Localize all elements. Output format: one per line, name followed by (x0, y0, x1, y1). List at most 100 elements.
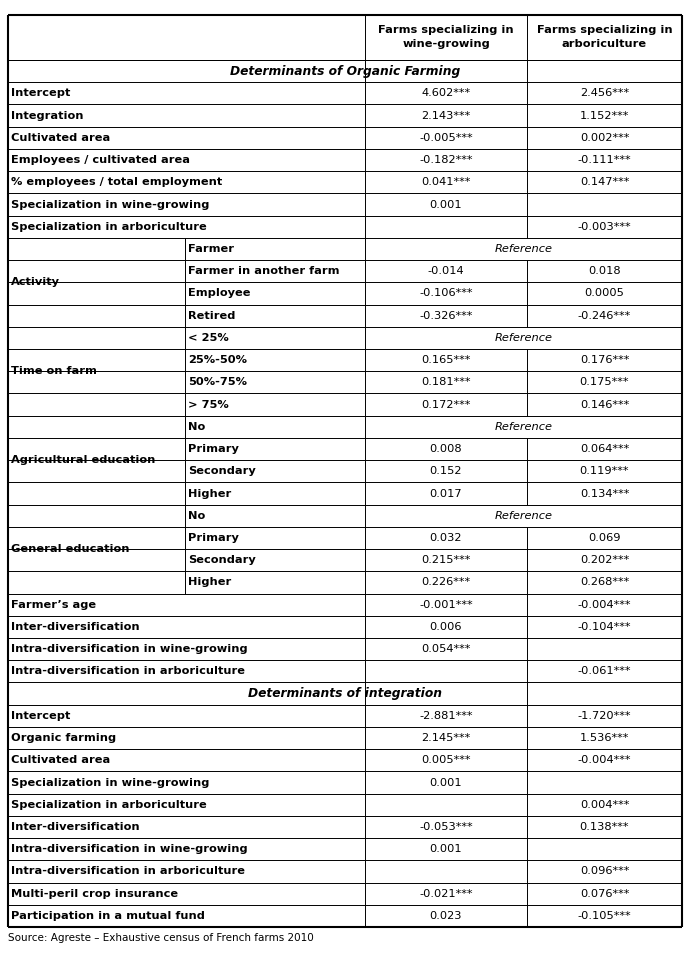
Text: 1.536***: 1.536*** (580, 733, 629, 743)
Text: Determinants of integration: Determinants of integration (248, 687, 442, 700)
Text: 25%-50%: 25%-50% (188, 355, 247, 365)
Text: -0.106***: -0.106*** (420, 288, 473, 298)
Text: < 25%: < 25% (188, 333, 229, 343)
Text: -0.014: -0.014 (428, 266, 464, 276)
Text: 0.096***: 0.096*** (580, 866, 629, 877)
Text: Farms specializing in: Farms specializing in (537, 26, 672, 35)
Text: 0.023: 0.023 (430, 911, 462, 921)
Text: Retired: Retired (188, 310, 235, 321)
Text: 0.134***: 0.134*** (580, 489, 629, 499)
Text: Inter-diversification: Inter-diversification (11, 822, 139, 832)
Text: Activity: Activity (11, 277, 60, 287)
Text: Intra-diversification in arboriculture: Intra-diversification in arboriculture (11, 866, 245, 877)
Text: Intra-diversification in wine-growing: Intra-diversification in wine-growing (11, 844, 248, 854)
Text: 0.032: 0.032 (430, 533, 462, 543)
Text: Intercept: Intercept (11, 711, 70, 721)
Text: Intercept: Intercept (11, 89, 70, 98)
Text: 0.076***: 0.076*** (580, 889, 629, 899)
Text: 0.226***: 0.226*** (422, 578, 471, 587)
Text: 0.064***: 0.064*** (580, 444, 629, 454)
Text: Higher: Higher (188, 578, 231, 587)
Text: -0.053***: -0.053*** (420, 822, 473, 832)
Text: 0.054***: 0.054*** (422, 644, 471, 654)
Text: arboriculture: arboriculture (562, 39, 647, 50)
Text: wine-growing: wine-growing (402, 39, 490, 50)
Text: Farmer: Farmer (188, 244, 234, 254)
Text: -0.003***: -0.003*** (578, 222, 631, 232)
Text: 0.215***: 0.215*** (422, 555, 471, 565)
Text: 0.002***: 0.002*** (580, 133, 629, 143)
Text: 2.145***: 2.145*** (422, 733, 471, 743)
Text: Source: Agreste – Exhaustive census of French farms 2010: Source: Agreste – Exhaustive census of F… (8, 933, 314, 943)
Text: 0.0005: 0.0005 (584, 288, 624, 298)
Text: % employees / total employment: % employees / total employment (11, 178, 222, 187)
Text: Employee: Employee (188, 288, 250, 298)
Text: Reference: Reference (495, 333, 553, 343)
Text: Participation in a mutual fund: Participation in a mutual fund (11, 911, 205, 921)
Text: Reference: Reference (495, 422, 553, 432)
Text: 0.008: 0.008 (430, 444, 462, 454)
Text: 0.268***: 0.268*** (580, 578, 629, 587)
Text: Reference: Reference (495, 244, 553, 254)
Text: General education: General education (11, 544, 130, 554)
Text: -0.246***: -0.246*** (578, 310, 631, 321)
Text: 0.001: 0.001 (430, 200, 462, 209)
Text: -0.005***: -0.005*** (420, 133, 473, 143)
Text: No: No (188, 511, 205, 520)
Text: 0.181***: 0.181*** (422, 377, 471, 388)
Text: 0.069: 0.069 (589, 533, 621, 543)
Text: Inter-diversification: Inter-diversification (11, 622, 139, 632)
Text: Higher: Higher (188, 489, 231, 499)
Text: 0.018: 0.018 (588, 266, 621, 276)
Text: Multi-peril crop insurance: Multi-peril crop insurance (11, 889, 178, 899)
Text: Specialization in arboriculture: Specialization in arboriculture (11, 222, 207, 232)
Text: -0.004***: -0.004*** (578, 600, 631, 609)
Text: Farmer in another farm: Farmer in another farm (188, 266, 339, 276)
Text: Primary: Primary (188, 533, 239, 543)
Text: 0.005***: 0.005*** (422, 755, 471, 765)
Text: 0.165***: 0.165*** (422, 355, 471, 365)
Text: -0.182***: -0.182*** (420, 155, 473, 165)
Text: Specialization in wine-growing: Specialization in wine-growing (11, 777, 209, 788)
Text: 0.152: 0.152 (430, 466, 462, 477)
Text: 0.147***: 0.147*** (580, 178, 629, 187)
Text: 50%-75%: 50%-75% (188, 377, 247, 388)
Text: 0.119***: 0.119*** (580, 466, 629, 477)
Text: Integration: Integration (11, 111, 83, 120)
Text: -0.104***: -0.104*** (578, 622, 631, 632)
Text: Cultivated area: Cultivated area (11, 755, 110, 765)
Text: Time on farm: Time on farm (11, 366, 97, 376)
Text: -1.720***: -1.720*** (578, 711, 631, 721)
Text: 0.001: 0.001 (430, 844, 462, 854)
Text: 0.172***: 0.172*** (422, 399, 471, 410)
Text: Secondary: Secondary (188, 555, 256, 565)
Text: 0.006: 0.006 (430, 622, 462, 632)
Text: No: No (188, 422, 205, 432)
Text: Specialization in arboriculture: Specialization in arboriculture (11, 799, 207, 810)
Text: Secondary: Secondary (188, 466, 256, 477)
Text: -2.881***: -2.881*** (420, 711, 473, 721)
Text: Cultivated area: Cultivated area (11, 133, 110, 143)
Text: 0.202***: 0.202*** (580, 555, 629, 565)
Text: 0.176***: 0.176*** (580, 355, 629, 365)
Text: Organic farming: Organic farming (11, 733, 116, 743)
Text: -0.004***: -0.004*** (578, 755, 631, 765)
Text: 4.602***: 4.602*** (422, 89, 471, 98)
Text: Determinants of Organic Farming: Determinants of Organic Farming (230, 65, 460, 77)
Text: Farms specializing in: Farms specializing in (378, 26, 514, 35)
Text: -0.326***: -0.326*** (420, 310, 473, 321)
Text: Agricultural education: Agricultural education (11, 456, 155, 465)
Text: Intra-diversification in wine-growing: Intra-diversification in wine-growing (11, 644, 248, 654)
Text: Primary: Primary (188, 444, 239, 454)
Text: 0.004***: 0.004*** (580, 799, 629, 810)
Text: 0.001: 0.001 (430, 777, 462, 788)
Text: 2.143***: 2.143*** (422, 111, 471, 120)
Text: 0.017: 0.017 (430, 489, 462, 499)
Text: Specialization in wine-growing: Specialization in wine-growing (11, 200, 209, 209)
Text: 2.456***: 2.456*** (580, 89, 629, 98)
Text: -0.021***: -0.021*** (420, 889, 473, 899)
Text: 0.138***: 0.138*** (580, 822, 629, 832)
Text: 0.146***: 0.146*** (580, 399, 629, 410)
Text: Intra-diversification in arboriculture: Intra-diversification in arboriculture (11, 667, 245, 676)
Text: 0.041***: 0.041*** (422, 178, 471, 187)
